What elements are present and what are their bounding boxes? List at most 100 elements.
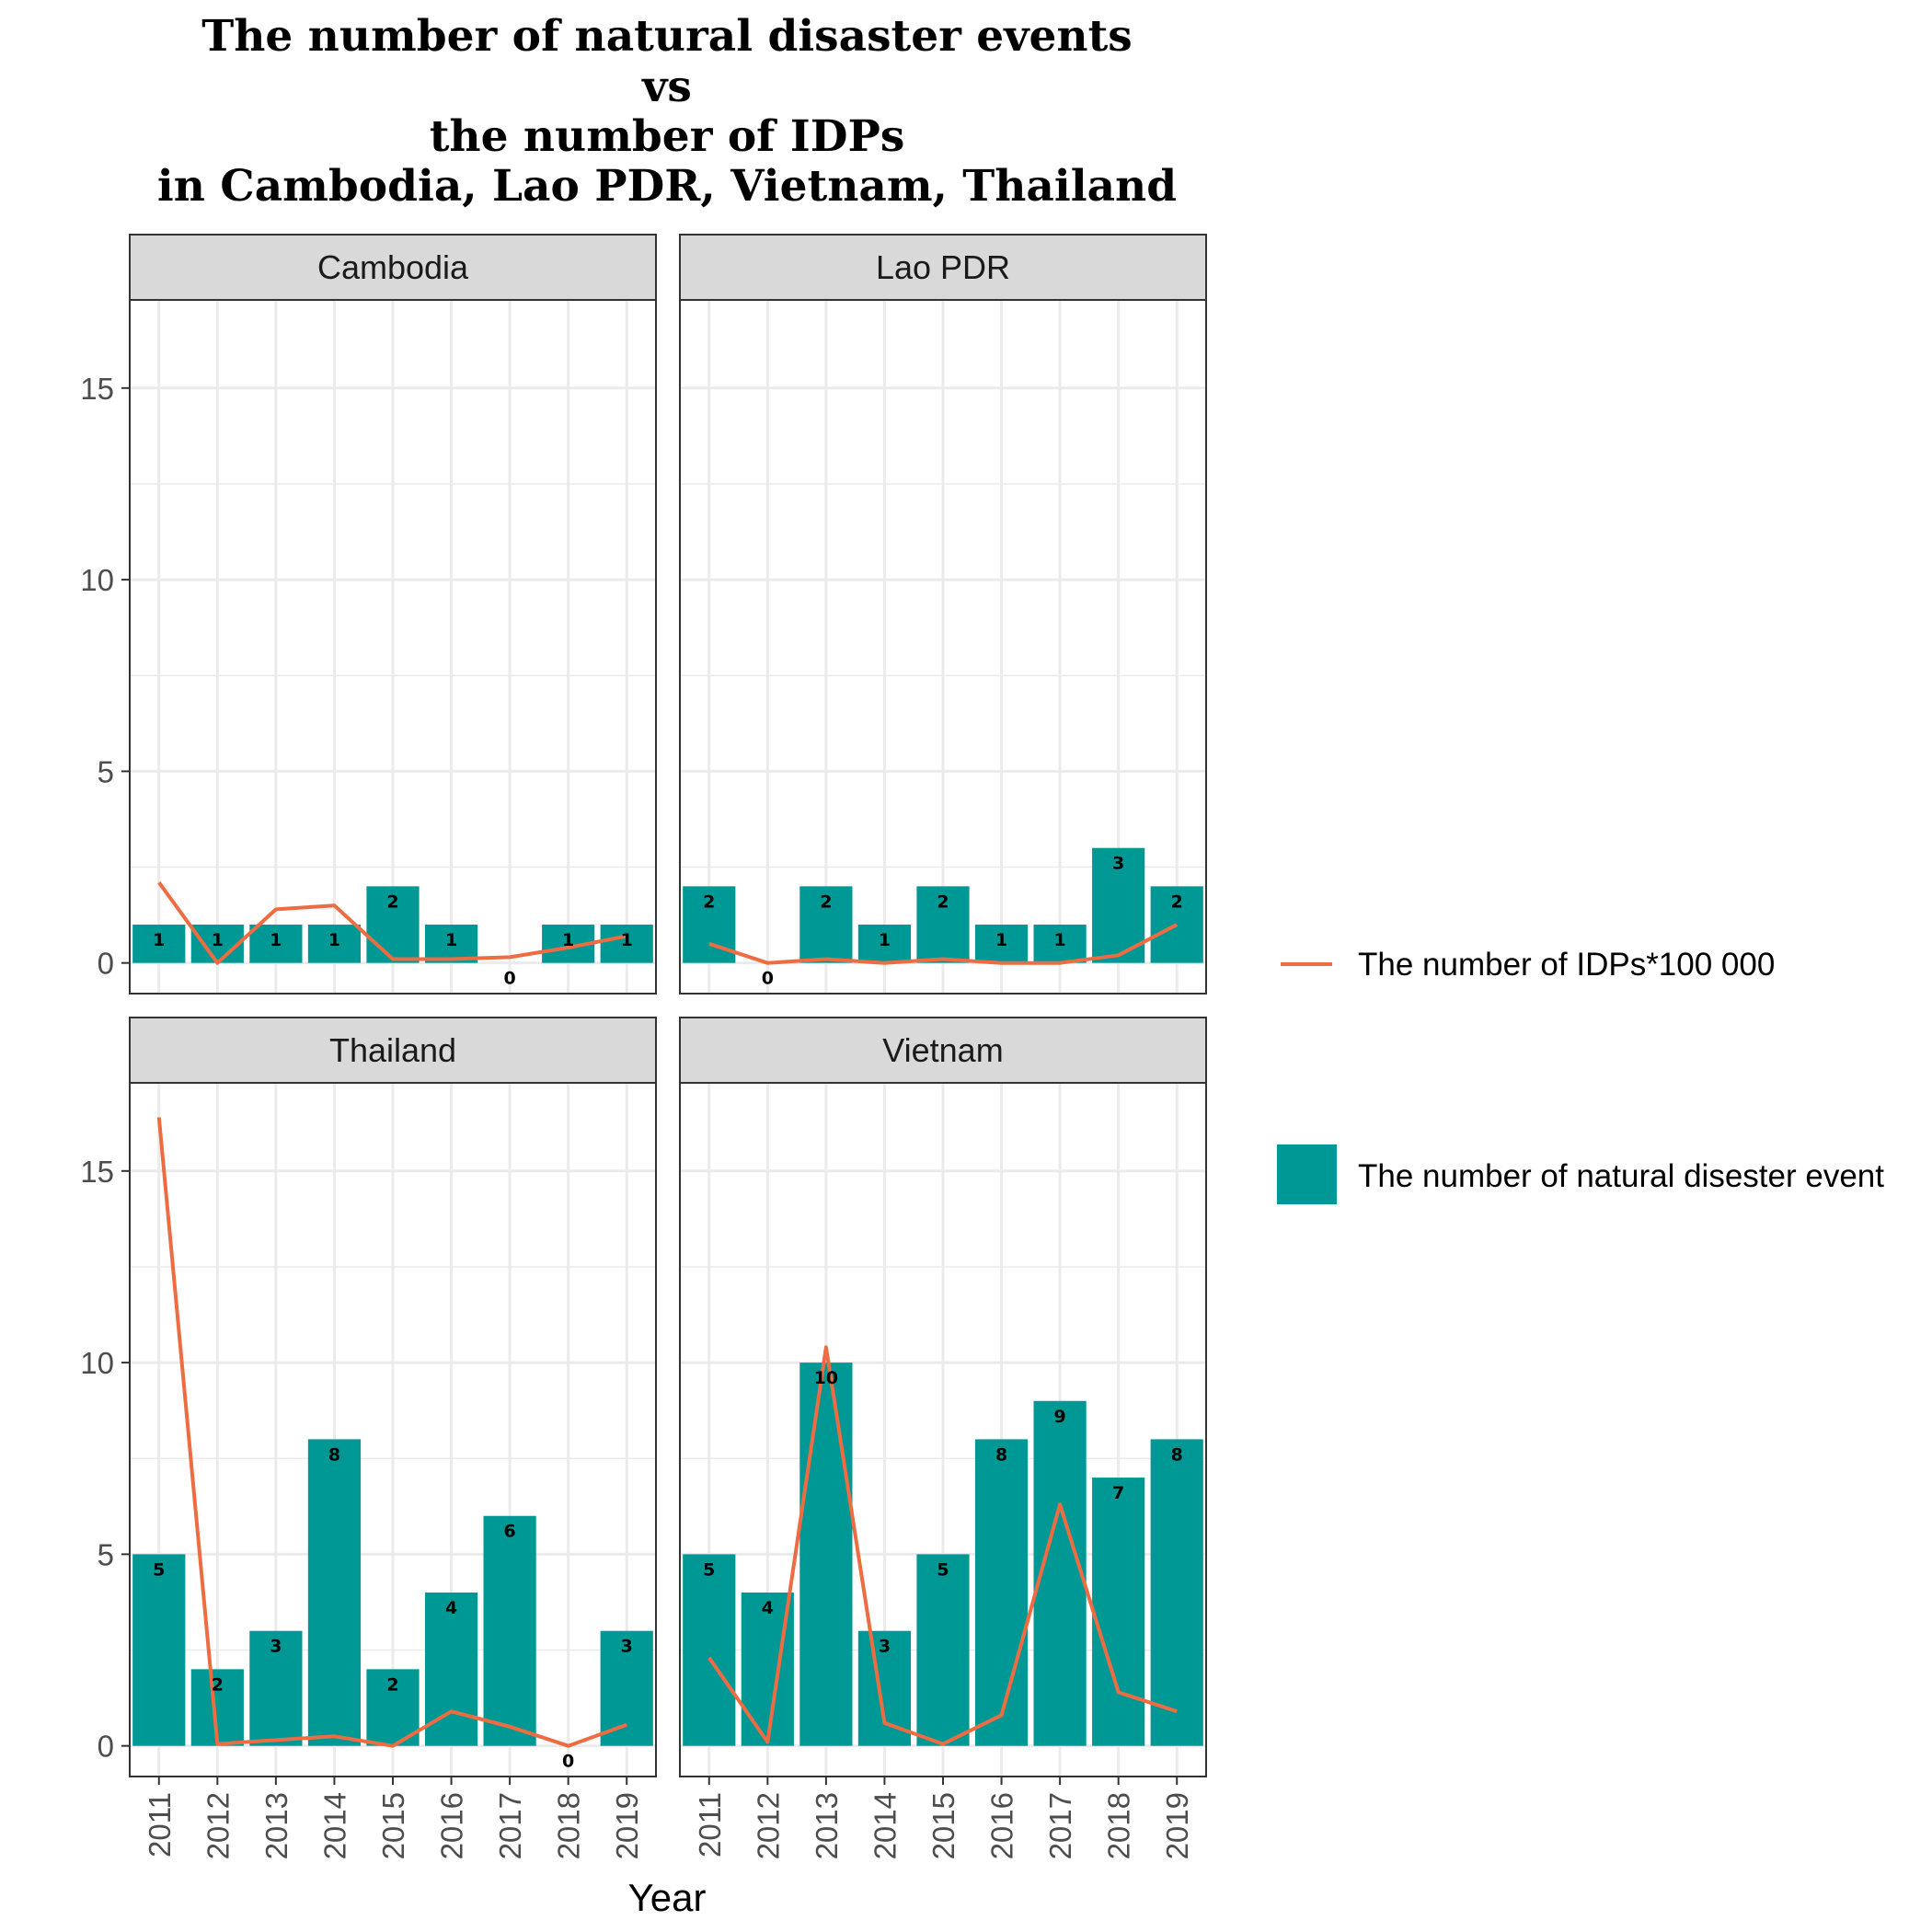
bar-value-label: 1 [621,930,633,950]
bar-thailand-2017 [483,1515,536,1746]
bar-thailand-2013 [249,1630,303,1746]
bar-lao-pdr-2017 [1033,925,1087,963]
strip-label-thailand: Thailand [329,1031,456,1069]
bar-value-label: 1 [270,930,282,950]
bar-value-label: 7 [1112,1483,1124,1503]
legend: The number of IDPs*100 000 The number of… [1277,947,1884,1204]
bar-vietnam-2015 [916,1554,970,1746]
x-tick-label: 2013 [259,1792,293,1859]
bar-value-label: 5 [153,1559,165,1580]
legend-line-label: The number of IDPs*100 000 [1358,947,1775,983]
bar-value-label: 1 [879,930,891,950]
bar-value-label: 1 [328,930,340,950]
facet-panels: Cambodia 1 1 1 1 2 10 1 1 Lao PDR 2 0 2 1 2 1 1 3 2 Thailan… [129,234,1207,1777]
bar-value-label: 0 [762,969,774,989]
bar-value-label: 1 [153,930,165,950]
bar-lao-pdr-2013 [799,886,853,963]
x-tick-label: 2012 [751,1792,785,1859]
bar-lao-pdr-2018 [1092,847,1145,963]
strip-label-lao-pdr: Lao PDR [876,248,1010,286]
bar-value-label: 9 [1053,1407,1065,1427]
bar-value-label: 2 [937,891,949,912]
bar-value-label: 8 [1171,1444,1183,1465]
bar-vietnam-2011 [683,1554,736,1746]
y-axes: 0 5 10 15 0 5 10 15 [80,372,130,1764]
bar-cambodia-2014 [307,925,362,963]
panel-border-lao-pdr [679,299,1207,995]
y-tick-label: 5 [98,1537,114,1571]
bar-cambodia-2011 [132,925,186,963]
x-tick-label: 2019 [610,1792,644,1859]
idps-line-lao-pdr [708,923,1179,965]
bar-value-label: 1 [562,930,574,950]
bar-lao-pdr-2014 [857,925,912,963]
panel-border-cambodia [129,299,657,995]
title-line-3: the number of IDPs [430,111,905,162]
bar-value-label: 8 [328,1444,340,1465]
bar-value-label: 0 [503,969,515,989]
bar-lao-pdr-2016 [974,925,1029,963]
bar-value-label: 6 [503,1522,515,1542]
bar-value-label: 2 [386,891,398,912]
bar-cambodia-2016 [424,925,478,963]
bar-value-label: 3 [879,1637,891,1657]
panel-cambodia: Cambodia 1 1 1 1 2 1 0 1 1 [129,234,657,995]
x-tick-label: 2015 [926,1792,960,1859]
bar-value-label: 4 [445,1598,457,1618]
strip-label-vietnam: Vietnam [882,1031,1003,1069]
bar-value-label: 1 [995,930,1007,950]
bar-value-label: 8 [995,1444,1007,1465]
y-tick-label: 10 [80,563,114,597]
x-tick-label: 2011 [693,1792,727,1857]
strip-label-cambodia: Cambodia [317,248,469,286]
bar-value-label: 3 [621,1637,633,1657]
x-tick-label: 2018 [552,1792,586,1859]
chart-title: The number of natural disaster events vs… [157,11,1177,212]
title-line-1: The number of natural disaster events [201,11,1133,62]
x-tick-label: 2016 [985,1792,1019,1859]
bar-value-label: 1 [1053,930,1065,950]
y-tick-label: 5 [98,754,114,788]
x-axes: 2011 2012 2013 2014 2015 2016 2017 2018 2019 2011… [143,1777,1194,1859]
bar-cambodia-2012 [190,925,244,963]
y-tick-label: 15 [80,372,114,406]
idps-line-cambodia [157,881,627,965]
x-tick-label: 2019 [1160,1792,1194,1859]
y-tick-label: 0 [98,1730,114,1764]
x-axis-title: Year [628,1876,707,1919]
legend-bar-key [1277,1144,1337,1204]
x-tick-label: 2015 [376,1792,410,1859]
bar-vietnam-2014 [857,1630,912,1746]
bar-lao-pdr-2019 [1150,886,1203,963]
y-tick-label: 10 [80,1346,114,1380]
bar-cambodia-2019 [600,925,653,963]
bar-value-label: 1 [445,930,457,950]
bar-cambodia-2015 [366,886,420,963]
bar-thailand-2015 [366,1669,420,1746]
bar-value-label: 5 [703,1559,715,1580]
strip-vietnam [679,1017,1207,1084]
bar-value-label: 4 [762,1598,774,1618]
x-tick-label: 2016 [435,1792,469,1859]
y-tick-label: 15 [80,1155,114,1189]
strip-thailand [129,1017,657,1084]
x-tick-label: 2018 [1102,1792,1136,1859]
bar-value-label: 3 [270,1637,282,1657]
bar-value-label: 2 [212,1674,224,1695]
idps-line-thailand [156,1117,627,1748]
y-tick-label: 0 [98,947,114,981]
panel-vietnam: Vietnam 5 4 10 3 5 8 9 7 8 [679,1017,1207,1777]
legend-bar-label: The number of natural disester event [1358,1158,1884,1194]
bar-value-label: 10 [814,1368,838,1388]
strip-lao-pdr [679,234,1207,301]
bar-lao-pdr-2015 [916,886,970,963]
bar-value-label: 2 [703,891,715,912]
panel-lao-pdr: Lao PDR 2 0 2 1 2 1 1 3 2 [679,234,1207,995]
bar-cambodia-2013 [249,925,303,963]
bar-value-label: 2 [820,891,832,912]
bar-vietnam-2019 [1150,1439,1203,1746]
bar-thailand-2014 [307,1439,362,1746]
bar-vietnam-2016 [974,1439,1029,1746]
strip-cambodia [129,234,657,301]
bar-vietnam-2013 [799,1363,853,1746]
